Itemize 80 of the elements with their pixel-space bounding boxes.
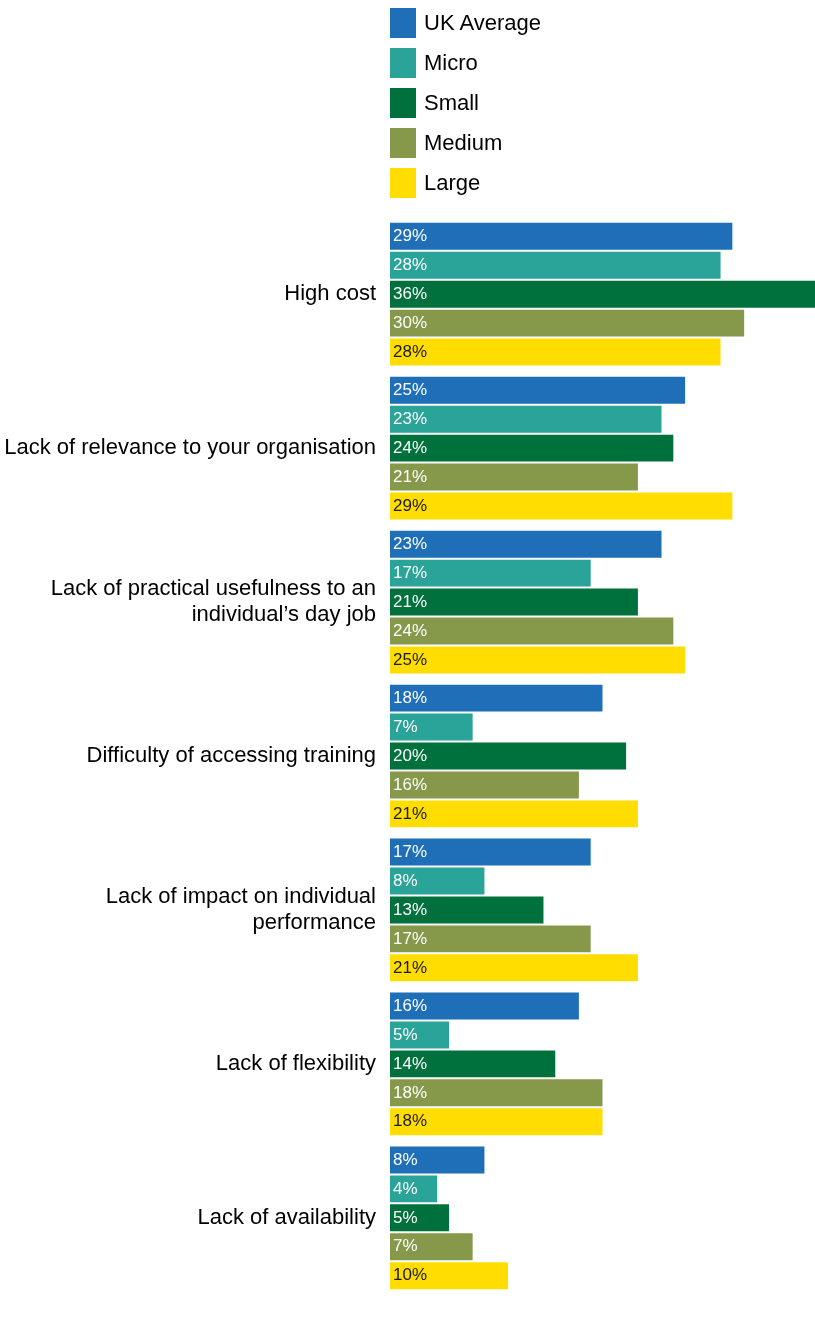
legend-label: Micro [424,50,478,76]
bar [390,338,721,366]
data-label: 25% [393,379,428,399]
data-label: 28% [393,341,428,361]
data-label: 29% [393,495,428,515]
data-label: 21% [393,591,428,611]
data-label: 8% [393,870,418,890]
bar [390,309,745,337]
legend-label: Large [424,170,481,196]
bar [390,222,733,250]
data-label: 21% [393,957,428,977]
y-tick-label: High cost [284,280,376,306]
bar [390,896,544,924]
bar [390,280,815,308]
data-label: 8% [393,1149,418,1169]
y-tick-label: Lack of impact on individual performance [105,882,376,935]
data-label: 30% [393,312,428,332]
bar [390,376,686,404]
bar [390,954,638,982]
y-tick-label: Lack of practical usefulness to an individual’s day job [50,574,376,627]
data-label: 24% [393,437,428,457]
data-label: 20% [393,745,428,765]
data-label: 17% [393,841,428,861]
bar [390,617,674,645]
data-label: 16% [393,774,428,794]
bar [390,530,662,558]
data-label: 29% [393,225,428,245]
bar [390,838,591,866]
bar [390,492,733,520]
data-label: 18% [393,1082,428,1102]
data-label: 7% [393,1236,418,1256]
data-label: 21% [393,803,428,823]
data-label: 18% [393,1111,428,1131]
data-label: 28% [393,254,428,274]
bar [390,434,674,462]
data-label: 25% [393,649,428,669]
data-label: 17% [393,928,428,948]
data-label: 24% [393,620,428,640]
data-label: 17% [393,562,428,582]
bar [390,1204,450,1232]
data-label: 36% [393,283,428,303]
bar [390,1021,450,1049]
bar [390,405,662,433]
bar [390,800,638,828]
bar [390,713,473,741]
legend-label: Small [424,90,480,116]
y-tick-label: Difficulty of accessing training [86,742,376,768]
data-label: 10% [393,1265,428,1285]
bar [390,992,579,1020]
y-tick-label: Lack of availability [197,1203,376,1229]
data-label: 4% [393,1178,418,1198]
bar [390,684,603,712]
bar [390,1146,485,1174]
data-label: 14% [393,1053,428,1073]
bar [390,588,638,616]
bar [390,1233,473,1261]
legend-label: Medium [424,130,503,156]
bar [390,463,638,491]
bar [390,925,591,953]
data-label: 5% [393,1024,418,1044]
y-tick-label: Lack of flexibility [215,1049,376,1075]
bar [390,1262,509,1290]
bar [390,1108,603,1136]
data-label: 18% [393,687,428,707]
y-tick-label: Lack of relevance to your organisation [4,434,376,460]
data-label: 13% [393,899,428,919]
data-label: 23% [393,408,428,428]
legend-label: UK Average [424,10,542,36]
data-label: 23% [393,533,428,553]
bar [390,559,591,587]
bar [390,771,579,799]
data-label: 21% [393,466,428,486]
bar [390,1050,556,1078]
bar [390,1079,603,1107]
bar [390,251,721,279]
bar [390,646,686,674]
data-label: 16% [393,995,428,1015]
data-label: 7% [393,716,418,736]
bar [390,742,627,770]
data-label: 5% [393,1207,418,1227]
